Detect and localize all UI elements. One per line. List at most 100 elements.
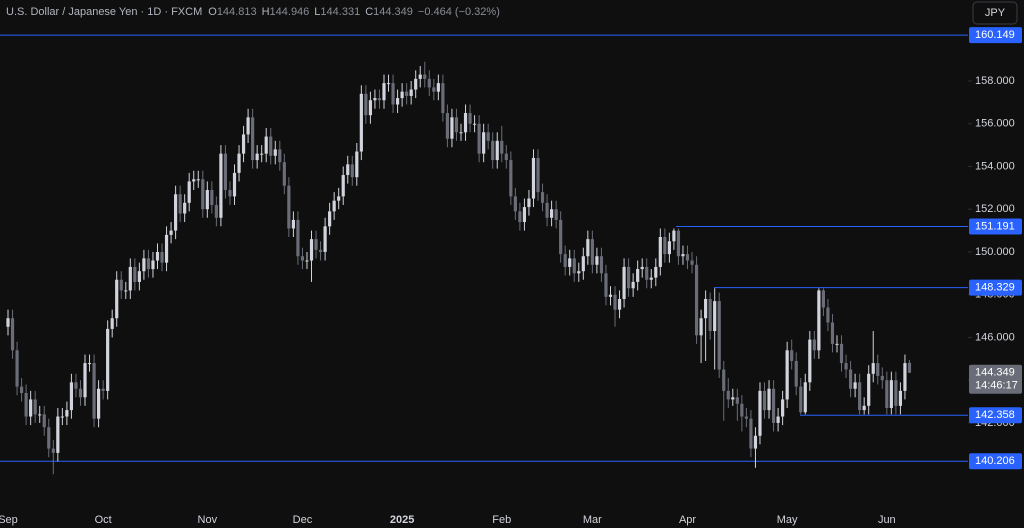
candle-body	[395, 98, 400, 105]
candle-body	[894, 380, 898, 406]
candle-body	[627, 266, 631, 289]
candle-body	[708, 298, 712, 332]
candle-body	[572, 258, 576, 274]
candle-body	[377, 98, 382, 101]
ohlc-value: 144.331	[320, 6, 360, 18]
candle-body	[427, 78, 431, 88]
candle-body	[599, 256, 604, 274]
y-tick-label: 152.000	[975, 203, 1015, 215]
candle-body	[835, 343, 839, 345]
countdown-label: 14:46:17	[975, 380, 1018, 392]
candle-body	[876, 363, 880, 376]
candle-body	[232, 172, 237, 197]
candle-body	[78, 388, 83, 398]
candle-body	[735, 397, 739, 404]
candle-body	[47, 427, 51, 449]
candle-body	[115, 279, 119, 319]
candle-body	[509, 160, 513, 197]
candle-body	[889, 380, 893, 408]
candle-body	[60, 416, 64, 418]
candle-body	[649, 277, 653, 280]
y-tick-label: 154.000	[975, 160, 1015, 172]
candle-body	[776, 416, 780, 423]
candle-body	[350, 164, 354, 178]
ohlc-key: L	[314, 6, 320, 18]
candle-body	[450, 117, 454, 139]
candle-body	[577, 271, 581, 274]
candle-body	[821, 290, 825, 308]
candle-body	[830, 322, 835, 344]
candle-body	[867, 373, 871, 406]
candle-body	[300, 256, 305, 261]
candle-body	[219, 153, 223, 218]
candle-body	[346, 164, 350, 176]
candle-body	[241, 134, 246, 154]
candle-body	[110, 318, 114, 329]
candle-body	[10, 318, 15, 351]
candle-body	[255, 153, 259, 161]
ohlc-key: O	[208, 6, 217, 18]
candle-body	[839, 343, 844, 364]
ohlc-value: 144.946	[270, 6, 310, 18]
candle-body	[205, 189, 209, 210]
price-tag-label: 144.349	[975, 367, 1015, 379]
candle-body	[885, 380, 889, 408]
currency-label[interactable]: JPY	[985, 7, 1006, 19]
candle-body	[201, 179, 205, 210]
candle-body	[391, 83, 395, 105]
candle-body	[726, 390, 730, 400]
candle-body	[65, 410, 69, 417]
candle-body	[382, 83, 386, 101]
candle-body	[19, 386, 24, 394]
candle-body	[38, 414, 42, 416]
candle-body	[790, 350, 794, 361]
candle-body	[590, 239, 594, 265]
candle-body	[717, 301, 721, 370]
level-tag-label: 142.358	[975, 409, 1015, 421]
candle-body	[586, 239, 590, 257]
candle-body	[812, 339, 816, 351]
candle-body	[146, 258, 151, 270]
candle-body	[604, 273, 608, 297]
candle-body	[151, 260, 155, 270]
candle-body	[318, 249, 323, 252]
candle-body	[137, 271, 141, 282]
candle-body	[454, 117, 459, 133]
candle-body	[178, 194, 182, 214]
candle-body	[6, 318, 10, 327]
candle-body	[581, 256, 585, 272]
candle-body	[192, 179, 196, 182]
candle-body	[482, 132, 486, 154]
candle-body	[513, 196, 517, 212]
candle-body	[183, 202, 187, 214]
candle-body	[51, 448, 55, 453]
candle-body	[545, 202, 549, 218]
candle-body	[658, 237, 662, 267]
candle-body	[187, 181, 191, 203]
candle-body	[568, 258, 572, 267]
candle-body	[622, 266, 626, 299]
candle-body	[844, 363, 848, 370]
candle-body	[332, 200, 336, 212]
candle-body	[373, 98, 377, 101]
candle-body	[903, 363, 907, 391]
candle-body	[128, 266, 132, 291]
candle-body	[409, 89, 413, 96]
ohlc-value: 144.349	[373, 6, 413, 18]
candle-body	[667, 241, 671, 255]
candle-body	[119, 279, 123, 291]
candle-body	[685, 254, 690, 261]
candle-body	[237, 153, 241, 173]
x-tick-label: Mar	[583, 514, 602, 526]
candle-body	[640, 266, 644, 270]
candle-body	[663, 237, 667, 255]
candle-body	[101, 388, 105, 391]
currency-button[interactable]	[972, 1, 1018, 25]
candle-body	[559, 219, 563, 255]
candle-body	[740, 403, 744, 417]
candle-body	[314, 239, 318, 250]
candle-body	[174, 194, 178, 231]
candle-body	[87, 363, 92, 365]
candle-body	[83, 363, 87, 398]
candle-body	[771, 388, 776, 423]
